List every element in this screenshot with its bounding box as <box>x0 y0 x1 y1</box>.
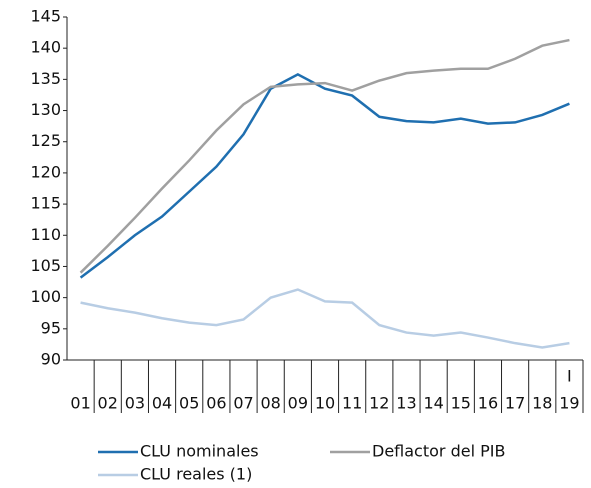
x-tick-label: 17 <box>505 394 525 413</box>
x-tick-label: 14 <box>423 394 443 413</box>
x-tick-label: 05 <box>179 394 199 413</box>
x-tick-label: 18 <box>532 394 552 413</box>
x-tick-label: 19 <box>559 394 579 413</box>
x-tick-label: 01 <box>70 394 90 413</box>
y-tick-label: 100 <box>30 287 61 306</box>
y-tick-label: 105 <box>30 256 61 275</box>
y-tick-label: 90 <box>41 350 61 369</box>
x-tick-label: 03 <box>125 394 145 413</box>
x-tick-label: 10 <box>315 394 335 413</box>
x-tick-label: 15 <box>451 394 471 413</box>
x-tick-label: 04 <box>152 394 172 413</box>
y-tick-label: 140 <box>30 38 61 57</box>
x-tick-label: 06 <box>206 394 226 413</box>
y-tick-label: 145 <box>30 7 61 26</box>
x-tick-label: 12 <box>369 394 389 413</box>
x-tick-label: 11 <box>342 394 362 413</box>
y-tick-label: 135 <box>30 69 61 88</box>
y-tick-label: 120 <box>30 162 61 181</box>
x-tick-label: 09 <box>288 394 308 413</box>
y-tick-label: 130 <box>30 100 61 119</box>
x-tick-label: 13 <box>396 394 416 413</box>
x-tick-label: 16 <box>478 394 498 413</box>
x-tick-label: 02 <box>98 394 118 413</box>
legend-label: Deflactor del PIB <box>372 442 505 461</box>
line-series <box>79 72 570 279</box>
annotation: I <box>567 367 572 386</box>
x-tick-label: 08 <box>261 394 281 413</box>
y-tick-label: 110 <box>30 225 61 244</box>
y-tick-label: 95 <box>41 318 61 337</box>
line-series <box>79 38 570 274</box>
line-series <box>80 288 570 349</box>
legend-label: CLU nominales <box>140 442 259 461</box>
y-tick-label: 115 <box>30 194 61 213</box>
legend-label: CLU reales (1) <box>140 465 252 484</box>
y-tick-label: 125 <box>30 131 61 150</box>
x-tick-label: 07 <box>233 394 253 413</box>
